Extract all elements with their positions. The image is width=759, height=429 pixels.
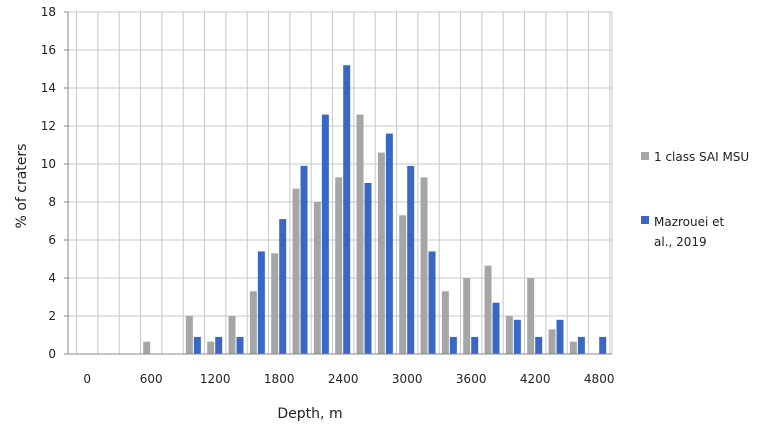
y-tick-label: 16 bbox=[41, 43, 56, 57]
bar-series-2 bbox=[321, 114, 329, 354]
bar-series-1 bbox=[441, 291, 449, 354]
bar-series-1 bbox=[249, 291, 257, 354]
legend: 1 class SAI MSU Mazrouei et al., 2019 bbox=[641, 150, 749, 249]
x-tick-label: 3600 bbox=[456, 372, 487, 386]
bar-series-1 bbox=[228, 316, 236, 354]
bar-series-1 bbox=[335, 177, 343, 354]
bar-series-2 bbox=[257, 251, 265, 354]
bar-series-2 bbox=[343, 65, 351, 354]
bar-series-1 bbox=[271, 253, 279, 354]
x-tick-label: 0 bbox=[83, 372, 91, 386]
tick-labels: 0 2 4 6 8 10 12 14 16 18 0 600 1200 1800 2400 3000 3600 4… bbox=[41, 5, 615, 386]
bar-series-1 bbox=[207, 341, 215, 354]
bar-series-1 bbox=[356, 114, 364, 354]
bar-series-2 bbox=[236, 336, 244, 354]
grid-lines bbox=[68, 11, 613, 355]
y-tick-label: 18 bbox=[41, 5, 56, 19]
bar-series-2 bbox=[535, 336, 543, 354]
bar-series-2 bbox=[215, 336, 223, 354]
legend-label-series-2-line1: Mazrouei et bbox=[654, 215, 725, 229]
bar-series-2 bbox=[492, 302, 500, 354]
y-tick-label: 0 bbox=[48, 347, 56, 361]
bar-series-2 bbox=[279, 219, 287, 354]
bar-series-2 bbox=[193, 336, 201, 354]
bars bbox=[143, 65, 607, 354]
x-tick-label: 1200 bbox=[200, 372, 231, 386]
axes bbox=[64, 11, 612, 355]
y-tick-label: 8 bbox=[48, 195, 56, 209]
y-tick-label: 14 bbox=[41, 81, 56, 95]
legend-swatch-series-2 bbox=[641, 216, 649, 224]
bar-series-2 bbox=[300, 165, 308, 354]
y-tick-label: 2 bbox=[48, 309, 56, 323]
bar-series-2 bbox=[449, 336, 457, 354]
bar-series-1 bbox=[527, 278, 535, 354]
x-tick-label: 3000 bbox=[392, 372, 423, 386]
bar-series-1 bbox=[313, 202, 321, 354]
legend-label-series-2-line2: al., 2019 bbox=[654, 235, 707, 249]
y-tick-label: 6 bbox=[48, 233, 56, 247]
bar-series-2 bbox=[599, 336, 607, 354]
x-axis-title: Depth, m bbox=[277, 406, 342, 422]
bar-series-1 bbox=[505, 316, 513, 354]
y-tick-label: 4 bbox=[48, 271, 56, 285]
x-tick-label: 2400 bbox=[328, 372, 359, 386]
bar-series-2 bbox=[364, 183, 372, 354]
bar-series-1 bbox=[143, 341, 151, 354]
bar-series-1 bbox=[420, 177, 428, 354]
bar-series-1 bbox=[548, 329, 556, 354]
x-tick-label: 1800 bbox=[264, 372, 295, 386]
bar-series-2 bbox=[385, 133, 393, 354]
bar-series-2 bbox=[471, 336, 479, 354]
y-tick-label: 10 bbox=[41, 157, 56, 171]
bar-series-1 bbox=[377, 152, 385, 354]
bar-series-1 bbox=[399, 215, 407, 354]
bar-series-1 bbox=[185, 316, 193, 354]
bar-series-1 bbox=[463, 278, 471, 354]
y-axis-title: % of craters bbox=[14, 144, 30, 229]
legend-label-series-1: 1 class SAI MSU bbox=[654, 150, 749, 164]
bar-series-1 bbox=[569, 341, 577, 354]
x-tick-label: 600 bbox=[140, 372, 163, 386]
bar-series-1 bbox=[292, 188, 300, 354]
bar-series-2 bbox=[577, 336, 585, 354]
bar-series-1 bbox=[484, 265, 492, 354]
y-tick-label: 12 bbox=[41, 119, 56, 133]
x-tick-label: 4800 bbox=[584, 372, 615, 386]
bar-series-2 bbox=[428, 251, 436, 354]
bar-series-2 bbox=[556, 319, 564, 354]
legend-swatch-series-1 bbox=[641, 152, 649, 160]
bar-series-2 bbox=[407, 165, 415, 354]
bar-series-2 bbox=[513, 319, 521, 354]
x-tick-label: 4200 bbox=[520, 372, 551, 386]
